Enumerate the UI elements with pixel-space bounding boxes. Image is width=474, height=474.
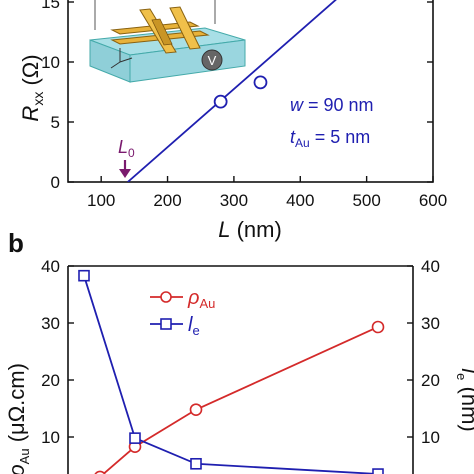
annotation-w: w = 90 nm xyxy=(290,95,374,115)
series-line xyxy=(83,275,379,474)
x-tick-label: 200 xyxy=(153,191,181,210)
series-point xyxy=(189,403,203,416)
y-right-tick-label: 40 xyxy=(421,257,440,276)
legend-label-rho: ρAu xyxy=(187,287,215,311)
panel-b-ticks: 10 20 30 40 10 20 30 40 xyxy=(41,257,440,447)
panel-b-y-left-label: ρAu (μΩ.cm) xyxy=(4,363,32,474)
x-tick-label: 100 xyxy=(87,191,115,210)
marker-label: L0 xyxy=(118,137,135,160)
y-right-tick-label: 30 xyxy=(421,314,440,333)
device-schematic-icon: V xyxy=(89,0,246,83)
series-point xyxy=(190,457,202,470)
y-right-tick-label: 10 xyxy=(421,428,440,447)
series-line xyxy=(101,326,379,474)
y-left-tick-label: 20 xyxy=(41,371,60,390)
fit-line xyxy=(127,0,337,182)
y-left-tick-label: 30 xyxy=(41,314,60,333)
series-point xyxy=(129,432,141,444)
data-point xyxy=(213,94,228,109)
y-left-tick-label: 40 xyxy=(41,257,60,276)
y-tick-label: 15 xyxy=(41,0,60,12)
panel-a-points xyxy=(213,75,268,109)
legend-label-le: le xyxy=(188,314,200,338)
panel-a-frame xyxy=(67,0,434,183)
panel-b-series xyxy=(78,269,385,474)
y-tick-label: 5 xyxy=(51,113,60,132)
y-right-tick-label: 20 xyxy=(421,371,440,390)
legend: ρAu le xyxy=(150,287,215,338)
x-tick-label: 400 xyxy=(286,191,314,210)
svg-text:V: V xyxy=(208,53,217,68)
series-point xyxy=(78,269,90,282)
series-point xyxy=(94,470,106,474)
y-left-tick-label: 10 xyxy=(41,428,60,447)
x-tick-label: 500 xyxy=(352,191,380,210)
x-tick-label: 300 xyxy=(220,191,248,210)
panel-a-ticks: 100 200 300 400 500 600 0 5 10 15 xyxy=(41,0,447,210)
panel-a-y-label: Rxx (Ω) xyxy=(18,54,46,121)
y-tick-label: 10 xyxy=(41,53,60,72)
series-point xyxy=(371,320,385,334)
panel-b-label: b xyxy=(8,228,24,258)
series-point xyxy=(372,468,384,474)
y-tick-label: 0 xyxy=(51,173,60,192)
data-point xyxy=(253,75,268,90)
panel-a-x-label: L (nm) xyxy=(218,217,282,242)
annotation-t: tAu = 5 nm xyxy=(290,127,370,150)
marker-arrow-icon xyxy=(119,160,131,178)
x-tick-label: 600 xyxy=(419,191,447,210)
panel-b-y-right-label: le (nm) xyxy=(454,368,474,431)
